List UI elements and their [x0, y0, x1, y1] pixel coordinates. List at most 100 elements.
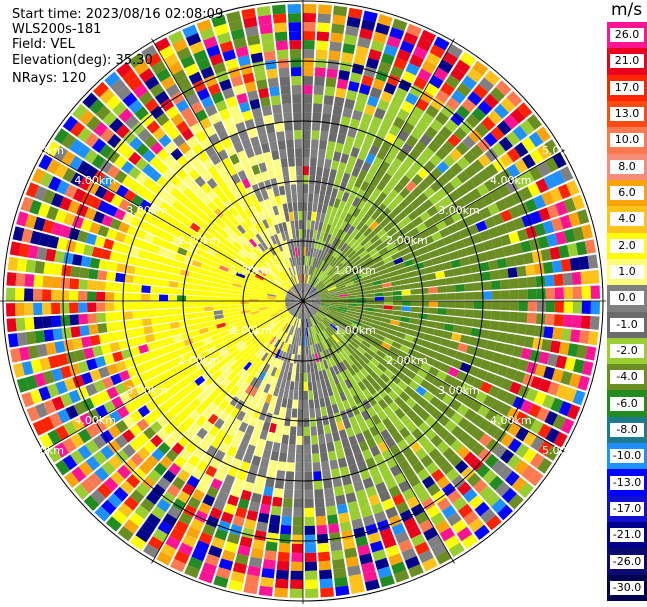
- range-gate-bin: [287, 4, 301, 14]
- range-gate-bin: [491, 310, 501, 321]
- range-gate-bin: [338, 69, 350, 81]
- range-gate-bin: [341, 529, 354, 541]
- range-gate-bin: [450, 259, 462, 269]
- range-gate-bin: [368, 164, 379, 176]
- range-gate-bin: [380, 251, 391, 260]
- range-gate-bin: [403, 517, 418, 531]
- range-gate-bin: [343, 347, 352, 357]
- range-gate-bin: [197, 227, 208, 238]
- range-gate-bin: [526, 312, 537, 324]
- range-gate-bin: [412, 461, 425, 474]
- range-gate-bin: [195, 306, 205, 313]
- range-gate-bin: [209, 457, 222, 470]
- range-gate-bin: [320, 351, 326, 361]
- range-gate-bin: [553, 314, 564, 327]
- range-gate-bin: [318, 286, 327, 292]
- range-gate-bin: [267, 293, 277, 297]
- range-gate-bin: [515, 443, 530, 459]
- range-gate-bin: [198, 327, 209, 335]
- range-gate-bin: [282, 425, 290, 436]
- range-gate-bin: [286, 279, 293, 287]
- range-gate-bin: [320, 296, 330, 299]
- range-gate-bin: [581, 360, 594, 376]
- range-gate-bin: [147, 387, 160, 399]
- range-gate-bin: [352, 207, 362, 218]
- range-gate-bin: [324, 278, 332, 285]
- range-gate-bin: [317, 270, 324, 279]
- range-gate-bin: [518, 312, 528, 323]
- range-gate-bin: [335, 282, 345, 288]
- range-gate-bin: [326, 283, 335, 289]
- range-gate-bin: [369, 220, 379, 231]
- range-gate-bin: [304, 471, 313, 481]
- range-gate-bin: [479, 230, 491, 242]
- range-gate-bin: [320, 295, 330, 299]
- range-gate-bin: [221, 549, 236, 562]
- range-gate-bin: [298, 274, 301, 284]
- range-gate-bin: [288, 306, 296, 312]
- range-gate-bin: [367, 330, 377, 338]
- range-gate-bin: [308, 308, 314, 316]
- range-gate-bin: [562, 272, 573, 286]
- range-gate-bin: [488, 330, 499, 341]
- range-gate-bin: [258, 254, 267, 263]
- range-gate-bin: [451, 89, 466, 104]
- range-gate-bin: [126, 255, 138, 266]
- range-gate-bin: [130, 375, 143, 387]
- range-gate-bin: [343, 446, 354, 458]
- range-gate-bin: [461, 326, 472, 336]
- range-gate-bin: [266, 532, 279, 543]
- range-gate-bin: [198, 381, 210, 392]
- range-gate-bin: [311, 298, 321, 300]
- range-gate-bin: [193, 49, 208, 63]
- range-gate-bin: [338, 302, 348, 306]
- range-gate-bin: [287, 315, 294, 324]
- range-gate-bin: [210, 379, 221, 391]
- range-gate-bin: [97, 323, 108, 334]
- range-gate-bin: [321, 204, 328, 214]
- range-gate-bin: [220, 350, 231, 360]
- range-gate-bin: [288, 444, 296, 454]
- range-gate-bin: [505, 367, 517, 381]
- range-gate-bin: [270, 235, 277, 245]
- range-gate-bin: [258, 350, 266, 360]
- range-gate-bin: [239, 358, 249, 368]
- range-gate-bin: [107, 424, 121, 439]
- range-gate-bin: [311, 303, 321, 308]
- range-gate-bin: [288, 22, 301, 32]
- range-gate-bin: [296, 274, 300, 284]
- range-gate-bin: [327, 267, 335, 276]
- range-gate-bin: [114, 311, 124, 321]
- range-gate-bin: [280, 524, 292, 535]
- range-gate-bin: [444, 323, 455, 332]
- range-gate-bin: [471, 211, 484, 223]
- range-gate-bin: [311, 303, 321, 307]
- range-gate-bin: [437, 285, 447, 293]
- range-gate-bin: [315, 506, 326, 517]
- range-gate-bin: [572, 286, 582, 299]
- range-gate-bin: [266, 344, 274, 354]
- range-gate-bin: [463, 274, 473, 283]
- range-gate-bin: [303, 301, 310, 307]
- range-gate-bin: [317, 203, 323, 213]
- range-gate-bin: [241, 527, 255, 539]
- range-gate-bin: [155, 339, 166, 349]
- range-gate-bin: [492, 158, 506, 173]
- range-gate-bin: [291, 229, 296, 239]
- range-gate-bin: [383, 405, 394, 417]
- colorbar-tick-label: -4.0: [610, 370, 644, 385]
- range-gate-bin: [305, 309, 309, 319]
- range-gate-bin: [319, 185, 327, 196]
- range-gate-bin: [148, 244, 160, 254]
- range-gate-bin: [135, 363, 147, 375]
- range-gate-bin: [296, 426, 303, 436]
- range-gate-bin: [166, 343, 177, 353]
- range-gate-bin: [471, 233, 483, 245]
- range-gate-bin: [243, 349, 253, 359]
- range-gate-bin: [303, 103, 312, 113]
- range-gate-bin: [306, 284, 312, 293]
- range-gate-bin: [121, 69, 138, 85]
- range-gate-bin: [301, 274, 303, 283]
- range-gate-bin: [357, 381, 367, 392]
- range-gate-bin: [207, 83, 221, 96]
